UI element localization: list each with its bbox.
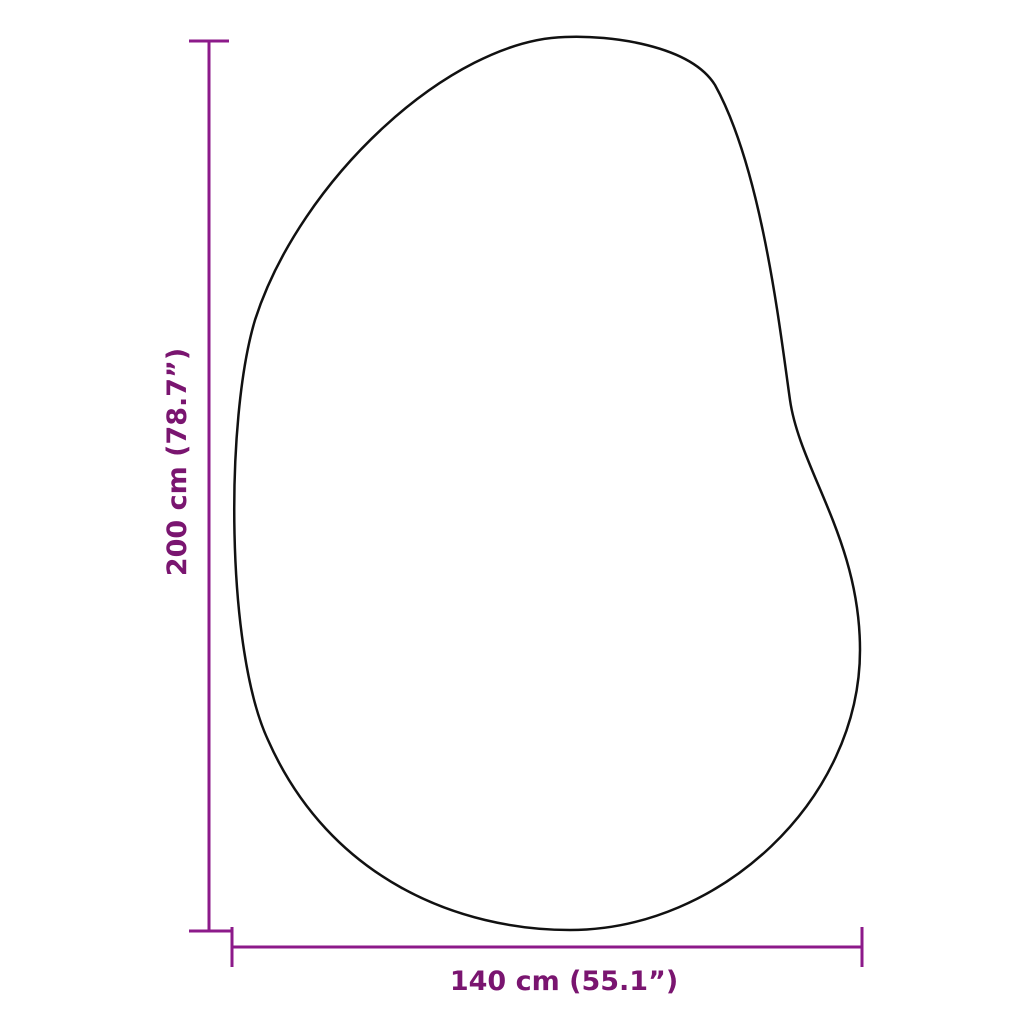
- mirror-outline: [233, 35, 862, 932]
- width-label: 140 cm (55.1”): [450, 966, 678, 997]
- height-label: 200 cm (78.7”): [162, 348, 193, 576]
